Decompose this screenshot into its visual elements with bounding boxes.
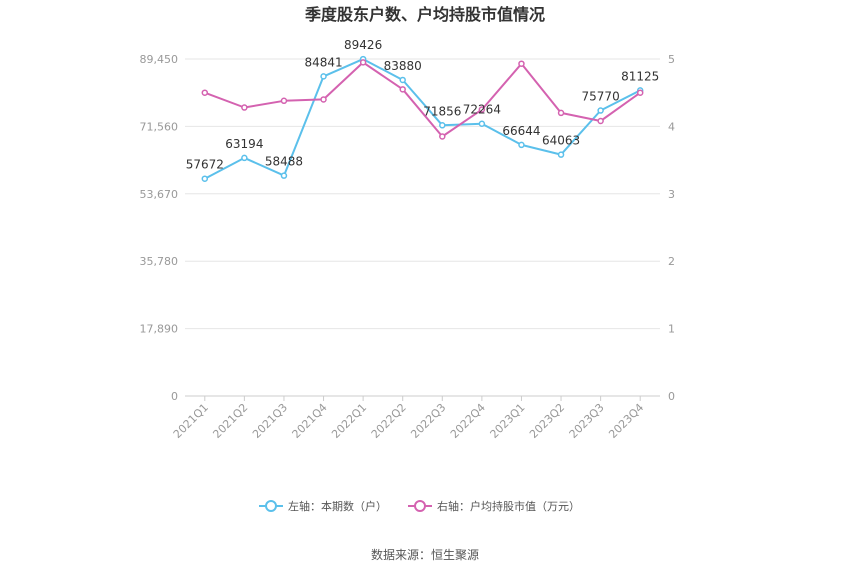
legend-left-marker-icon <box>265 500 277 512</box>
x-tick-label: 2022Q2 <box>369 401 409 441</box>
series-layer <box>201 55 644 182</box>
legend-item-right[interactable]: 右轴：户均持股市值（万元） <box>408 499 580 513</box>
y-left-tick-label: 71,560 <box>140 120 179 133</box>
grid-layer <box>185 58 660 397</box>
legend: 左轴：本期数（户） 右轴：户均持股市值（万元） <box>259 499 580 513</box>
y-left-tick-label: 89,450 <box>140 53 179 66</box>
x-tick-label: 2021Q4 <box>290 401 330 441</box>
y-right-tick-label: 2 <box>668 255 675 268</box>
y-right-tick-label: 1 <box>668 323 675 336</box>
series-point-left <box>478 120 486 127</box>
y-left-tick-label: 17,890 <box>140 323 179 336</box>
x-tick-label: 2023Q4 <box>606 401 646 441</box>
y-right-tick-label: 5 <box>668 53 675 66</box>
data-label: 84841 <box>304 55 342 69</box>
data-label: 75770 <box>582 90 620 104</box>
series-point-left <box>597 107 604 114</box>
x-tick-label: 2022Q4 <box>448 401 488 441</box>
y-right-tick-label: 4 <box>668 120 675 133</box>
y-right-tick-label: 0 <box>668 390 675 403</box>
x-tick-label: 2021Q1 <box>171 401 211 441</box>
series-point-left <box>241 154 248 162</box>
y-left-tick-label: 0 <box>171 390 178 403</box>
x-tick-label: 2021Q3 <box>250 401 290 441</box>
series-point-left <box>557 151 565 158</box>
series-point-right <box>518 60 525 67</box>
chart-title: 季度股东户数、户均持股市值情况 <box>304 5 545 24</box>
series-point-right <box>280 97 288 105</box>
x-tick-label: 2023Q2 <box>527 401 567 441</box>
series-point-left <box>320 73 327 80</box>
data-label: 63194 <box>225 137 263 151</box>
data-label: 89426 <box>344 38 382 52</box>
data-label: 64063 <box>542 134 580 148</box>
series-point-right <box>241 104 248 111</box>
series-line-right <box>204 61 641 138</box>
series-point-right <box>201 89 209 96</box>
series-point-left <box>201 175 209 182</box>
y-left-tick-label: 53,670 <box>140 188 179 201</box>
x-tick-label: 2023Q3 <box>567 401 607 441</box>
x-tick-label: 2023Q1 <box>488 401 528 441</box>
data-label: 81125 <box>621 69 659 83</box>
axis-layer: 0 17,890 35,780 53,670 71,560 89,450 0 1 2 3 4 5 202… <box>140 53 676 441</box>
series-point-right <box>478 106 486 113</box>
x-tick-label: 2022Q1 <box>329 401 369 441</box>
data-label: 58488 <box>265 155 303 169</box>
series-point-right <box>597 117 604 125</box>
legend-right-marker-icon <box>414 500 426 512</box>
data-label: 57672 <box>186 158 224 172</box>
series-point-right <box>320 96 327 103</box>
series-point-right <box>636 89 644 96</box>
y-left-tick-label: 35,780 <box>140 255 179 268</box>
series-point-left <box>439 122 446 129</box>
data-label: 83880 <box>384 59 422 73</box>
data-label: 66644 <box>502 124 540 138</box>
series-point-right <box>439 133 446 140</box>
series-point-right <box>399 86 406 93</box>
series-point-right <box>557 109 565 117</box>
legend-left-label: 左轴：本期数（户） <box>288 499 387 513</box>
data-label: 72264 <box>463 103 501 117</box>
series-point-left <box>399 76 406 84</box>
legend-item-left[interactable]: 左轴：本期数（户） <box>259 499 387 513</box>
data-label: 71856 <box>423 104 461 118</box>
series-point-right <box>359 59 367 66</box>
series-line-left <box>204 58 641 180</box>
series-point-left <box>518 141 525 149</box>
y-right-tick-label: 3 <box>668 188 675 201</box>
legend-right-label: 右轴：户均持股市值（万元） <box>437 499 580 513</box>
series-point-left <box>280 172 288 179</box>
x-tick-label: 2022Q3 <box>408 401 448 441</box>
source-note: 数据来源：恒生聚源 <box>371 547 479 562</box>
x-tick-label: 2021Q2 <box>210 401 250 441</box>
